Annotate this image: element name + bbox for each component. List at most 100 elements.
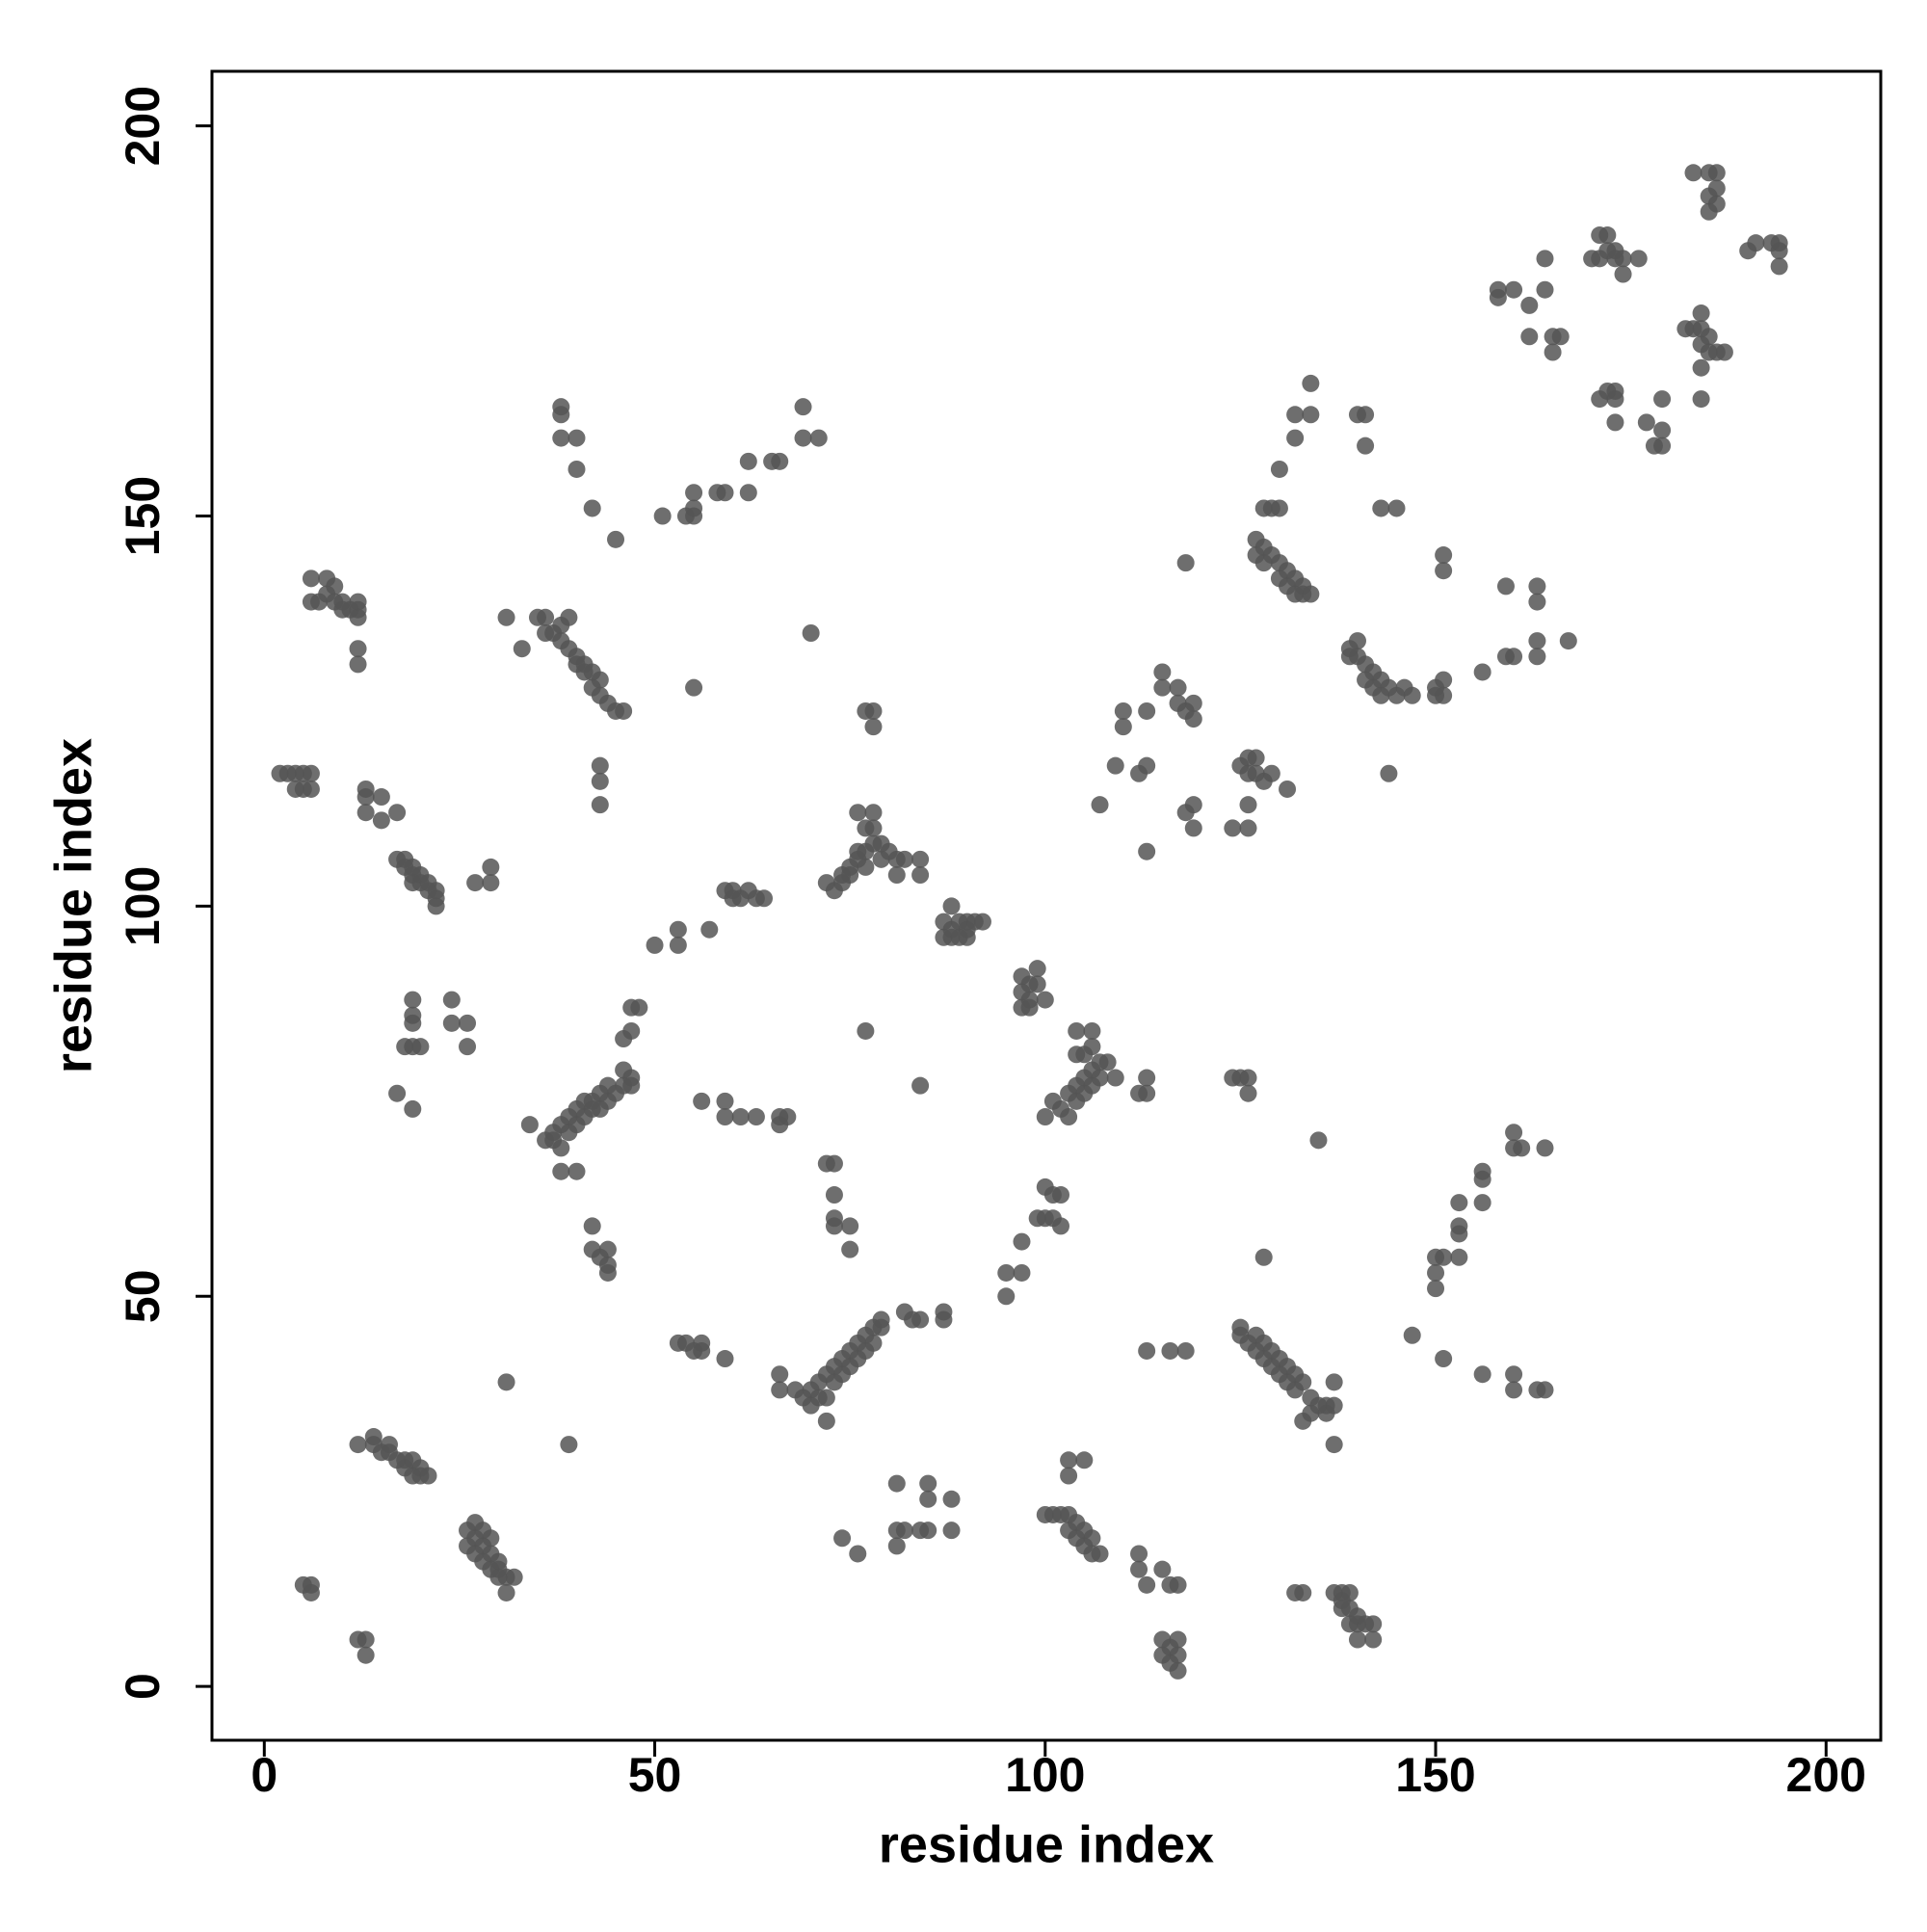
point — [857, 819, 875, 837]
point — [1231, 1069, 1250, 1087]
point — [1169, 678, 1187, 697]
point — [404, 874, 422, 892]
point — [1770, 242, 1788, 260]
point — [333, 600, 352, 619]
point — [973, 913, 991, 931]
point — [1302, 374, 1320, 392]
point — [919, 1474, 937, 1493]
point — [1309, 1131, 1328, 1150]
point — [794, 429, 812, 447]
point — [833, 1529, 852, 1548]
point — [942, 1490, 961, 1508]
point — [1279, 780, 1297, 798]
point — [1528, 648, 1546, 666]
x-tick-label: 150 — [1395, 1748, 1475, 1802]
point — [1051, 1186, 1069, 1204]
point — [411, 1459, 430, 1477]
point — [1068, 1021, 1086, 1040]
point — [1653, 390, 1672, 409]
point — [591, 756, 609, 775]
x-tick-label: 100 — [1005, 1748, 1085, 1802]
point — [849, 804, 867, 822]
point — [1513, 1139, 1531, 1157]
point — [552, 429, 570, 447]
point — [1692, 390, 1710, 409]
point — [1060, 1108, 1078, 1126]
point — [1325, 1436, 1343, 1454]
point — [1161, 1341, 1179, 1360]
point — [552, 406, 570, 424]
point — [520, 1116, 539, 1134]
point — [864, 1334, 883, 1352]
point — [779, 1108, 797, 1126]
point — [568, 429, 586, 447]
point — [1294, 1583, 1312, 1601]
point — [1427, 1280, 1445, 1298]
point — [302, 780, 320, 798]
y-tick-label: 50 — [116, 1269, 170, 1323]
point — [1505, 280, 1523, 299]
point — [1403, 1326, 1421, 1344]
point — [857, 701, 875, 720]
point — [1653, 421, 1672, 439]
point — [1348, 1630, 1366, 1649]
point — [1294, 1373, 1312, 1391]
point — [1224, 819, 1242, 837]
point — [1138, 1069, 1156, 1087]
point — [356, 804, 375, 822]
point — [1153, 1560, 1172, 1578]
point — [459, 1038, 477, 1056]
point — [1520, 296, 1539, 314]
point — [1435, 1350, 1453, 1368]
point — [459, 1014, 477, 1032]
point — [1138, 1341, 1156, 1360]
point — [825, 1217, 843, 1235]
point — [1083, 1038, 1101, 1056]
point — [997, 1263, 1016, 1282]
point — [1598, 226, 1617, 245]
point — [466, 874, 485, 892]
point — [1528, 632, 1546, 650]
y-tick-label: 200 — [116, 86, 170, 166]
point — [598, 1240, 617, 1258]
x-tick-label: 0 — [251, 1748, 277, 1802]
point — [1505, 648, 1523, 666]
point — [482, 874, 500, 892]
point — [731, 1108, 750, 1126]
point — [622, 1021, 641, 1040]
point — [1747, 234, 1765, 252]
point — [1380, 764, 1398, 782]
point — [887, 1474, 906, 1493]
point — [911, 1310, 930, 1329]
point — [1333, 1600, 1351, 1618]
point — [372, 811, 390, 830]
point — [583, 499, 601, 517]
point — [895, 1522, 913, 1540]
point — [1184, 710, 1202, 728]
point — [411, 1038, 430, 1056]
y-axis-title: residue index — [44, 738, 102, 1073]
point — [825, 1186, 843, 1204]
point — [1075, 1451, 1094, 1469]
point — [653, 507, 672, 525]
point — [1286, 406, 1305, 424]
point — [349, 640, 367, 658]
point — [864, 804, 883, 822]
point — [1496, 577, 1515, 595]
point — [349, 608, 367, 626]
point — [1559, 632, 1577, 650]
point — [607, 530, 625, 548]
point — [1083, 1529, 1101, 1548]
point — [615, 701, 633, 720]
point — [1013, 1232, 1031, 1251]
point — [591, 796, 609, 814]
point — [809, 429, 828, 447]
x-tick-label: 200 — [1786, 1748, 1866, 1802]
point — [1130, 1084, 1148, 1102]
point — [825, 1154, 843, 1173]
point — [1606, 390, 1624, 409]
point — [1551, 328, 1570, 346]
point — [356, 788, 375, 807]
point — [1036, 1108, 1054, 1126]
y-tick-label: 150 — [116, 476, 170, 556]
